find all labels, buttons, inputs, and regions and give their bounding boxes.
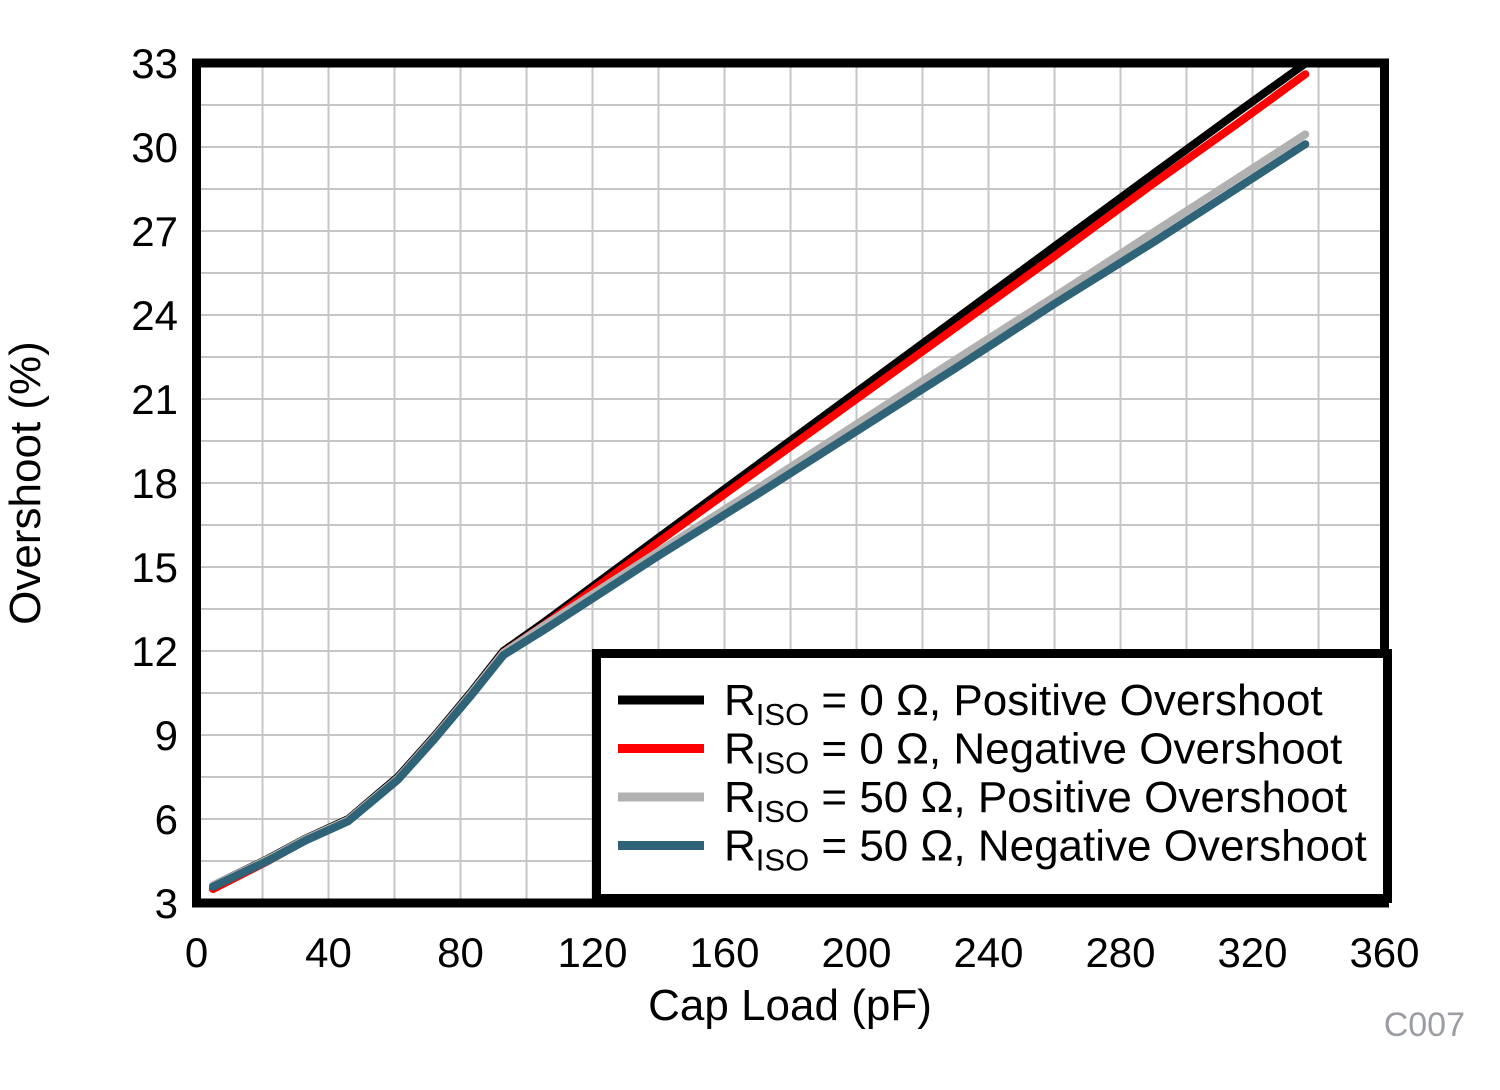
y-tick-label: 3	[155, 880, 178, 927]
x-tick-label: 280	[1085, 929, 1155, 976]
data-lines	[209, 59, 1310, 893]
legend-label-2: RISO = 50 Ω, Positive Overshoot	[724, 773, 1347, 829]
series-line-3	[209, 140, 1310, 891]
y-tick-label: 6	[155, 796, 178, 843]
y-tick-label: 30	[131, 124, 178, 171]
y-tick-label: 21	[131, 376, 178, 423]
x-axis-title: Cap Load (pF)	[648, 981, 932, 1030]
legend-label-3: RISO = 50 Ω, Negative Overshoot	[724, 822, 1367, 878]
y-axis-tick-labels: 3 6 9 12 15 18 21 24 27 30 33	[131, 40, 178, 927]
y-tick-label: 24	[131, 292, 178, 339]
x-tick-label: 120	[557, 929, 627, 976]
x-axis-tick-labels: 0 40 80 120 160 200 240 280 320 360	[185, 929, 1420, 976]
y-tick-label: 9	[155, 712, 178, 759]
x-tick-label: 40	[305, 929, 352, 976]
x-tick-label: 80	[437, 929, 484, 976]
x-tick-label: 200	[821, 929, 891, 976]
y-tick-label: 18	[131, 460, 178, 507]
y-tick-label: 15	[131, 544, 178, 591]
figure-code: C007	[1384, 1006, 1465, 1044]
y-tick-label: 27	[131, 208, 178, 255]
y-axis-title: Overshoot (%)	[1, 341, 50, 625]
legend-box	[592, 649, 1392, 903]
x-tick-label: 320	[1217, 929, 1287, 976]
x-tick-label: 240	[953, 929, 1023, 976]
legend-label-0: RISO = 0 Ω, Positive Overshoot	[724, 676, 1323, 732]
x-tick-label: 160	[689, 929, 759, 976]
x-tick-label: 0	[185, 929, 208, 976]
y-tick-label: 12	[131, 628, 178, 675]
x-tick-label: 360	[1349, 929, 1419, 976]
legend-label-1: RISO = 0 Ω, Negative Overshoot	[724, 725, 1342, 781]
y-tick-label: 33	[131, 40, 178, 87]
